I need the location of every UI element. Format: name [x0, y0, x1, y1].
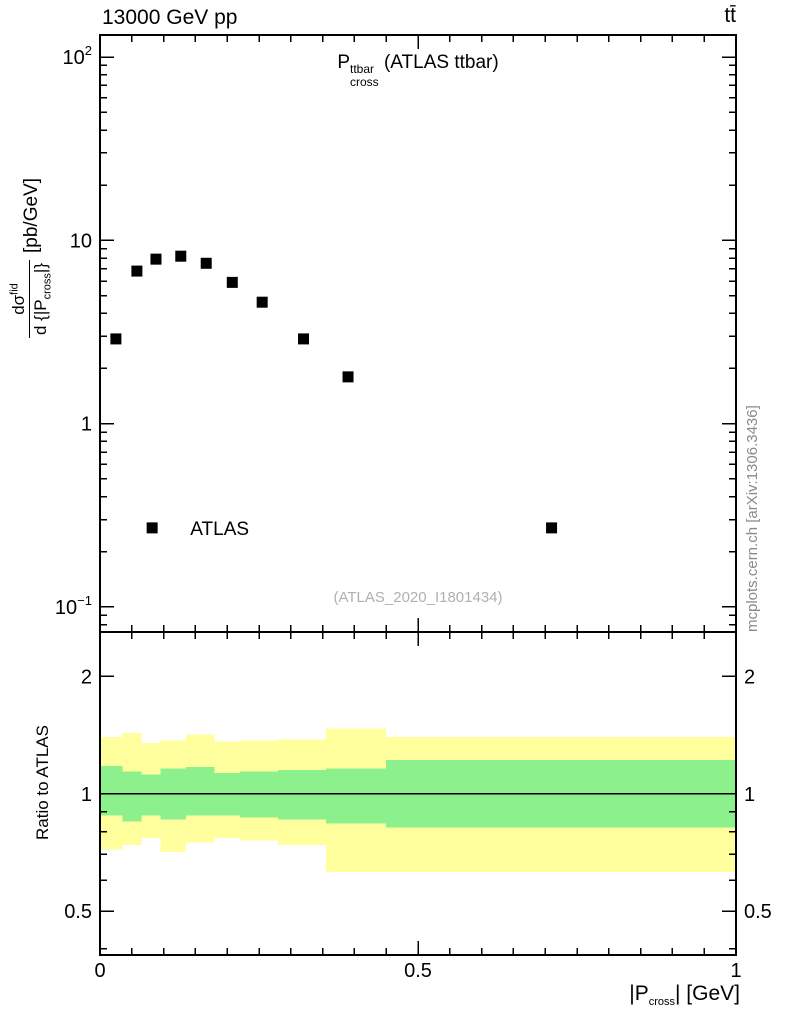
- uncertainty-band-inner: [185, 767, 215, 816]
- main-y-axis-label: dσfid d {|Pcross|} [pb/GeV]: [8, 178, 56, 338]
- title-base: P: [337, 52, 350, 73]
- legend-label: ATLAS: [190, 519, 249, 540]
- xlabel-sub: cross: [648, 996, 676, 1009]
- x-tick-label: 0.5: [404, 960, 432, 982]
- ylabel-den-post: |}: [31, 263, 51, 274]
- data-point: [175, 250, 187, 262]
- data-point: [546, 522, 558, 534]
- uncertainty-band-inner: [141, 774, 161, 816]
- ratio-y-tick-label-left: 0.5: [64, 901, 92, 923]
- title-sup: ttbar: [350, 62, 375, 77]
- ylabel-fraction: dσfid d {|Pcross|}: [8, 260, 56, 338]
- process-label: tt̄: [724, 4, 736, 27]
- title-rest: (ATLAS ttbar): [378, 52, 499, 73]
- uncertainty-band-inner: [122, 771, 142, 822]
- ratio-y-tick-label-left: 2: [81, 666, 92, 688]
- ratio-y-axis-label: Ratio to ATLAS: [33, 725, 52, 840]
- data-point: [150, 253, 162, 265]
- analysis-watermark: (ATLAS_2020_I1801434): [333, 589, 503, 606]
- ylabel-den-pre: d {|P: [31, 299, 51, 335]
- xlabel-pre: |P: [629, 982, 649, 1005]
- x-tick-label: 1: [730, 960, 741, 982]
- data-point: [110, 333, 122, 345]
- data-point: [342, 371, 354, 383]
- main-y-tick-label: 102: [63, 43, 92, 69]
- data-point: [200, 257, 212, 269]
- ylabel-units: [pb/GeV]: [20, 178, 42, 253]
- uncertainty-band-inner: [278, 770, 326, 820]
- ylabel-num-sup: fid: [8, 283, 21, 295]
- data-point: [298, 333, 310, 345]
- beam-energy-label: 13000 GeV pp: [102, 6, 238, 29]
- data-point: [131, 265, 143, 277]
- ratio-y-tick-label-right: 0.5: [744, 901, 772, 923]
- uncertainty-band-inner: [100, 765, 123, 816]
- data-point: [226, 276, 238, 288]
- ylabel-num-base: dσ: [9, 294, 28, 315]
- ylabel-den-sub: cross: [41, 273, 54, 300]
- title-sub: cross: [350, 74, 379, 89]
- ratio-y-tick-label-right: 2: [744, 666, 755, 688]
- x-axis-label: |Pcross| [GeV]: [100, 982, 740, 1008]
- main-y-tick-label: 10: [70, 230, 92, 252]
- ylabel-denominator: d {|Pcross|}: [29, 260, 56, 338]
- main-frame: [99, 34, 737, 633]
- ylabel-numerator: dσfid: [8, 280, 29, 318]
- main-y-tick-label: 10−1: [55, 593, 92, 619]
- mcplots-credit: mcplots.cern.ch [arXiv:1306.3436]: [744, 405, 761, 632]
- uncertainty-band-inner: [325, 768, 387, 824]
- main-y-tick-label: 1: [81, 414, 92, 436]
- ratio-y-tick-label-right: 1: [744, 784, 755, 806]
- data-point: [256, 296, 268, 308]
- x-tick-label: 0: [94, 960, 105, 982]
- xlabel-post: | [GeV]: [675, 982, 740, 1005]
- legend-marker: [146, 522, 158, 534]
- ratio-y-tick-label-left: 1: [81, 784, 92, 806]
- title-supsub: ttbar cross: [350, 63, 379, 88]
